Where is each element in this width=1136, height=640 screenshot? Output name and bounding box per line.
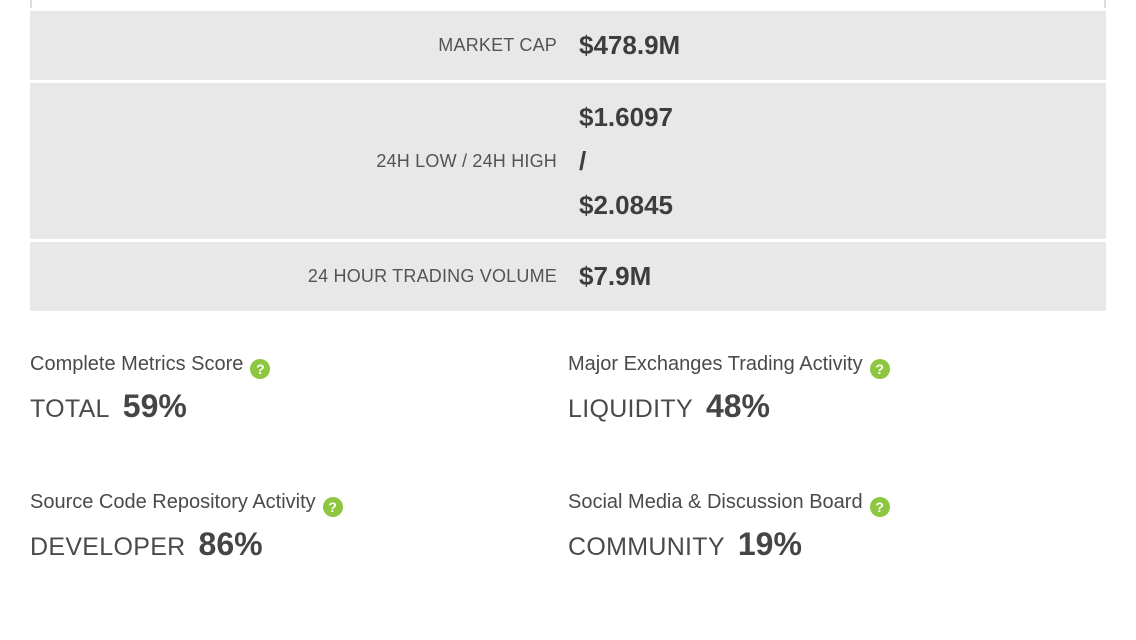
- metric-liquidity-value: 48%: [705, 388, 770, 424]
- metric-developer-label: DEVELOPER: [30, 533, 186, 561]
- metric-developer-title-text: Source Code Repository Activity: [30, 491, 316, 513]
- metric-community-title-text: Social Media & Discussion Board: [568, 491, 863, 513]
- metric-total-value: 59%: [122, 388, 187, 424]
- metric-liquidity-line: LIQUIDITY 48%: [568, 388, 1106, 425]
- metric-liquidity: Major Exchanges Trading Activity? LIQUID…: [568, 351, 1106, 425]
- low-value: $1.6097: [579, 102, 673, 132]
- metric-community-title: Social Media & Discussion Board?: [568, 489, 1106, 517]
- metric-liquidity-label: LIQUIDITY: [568, 395, 693, 423]
- metric-total-label: TOTAL: [30, 395, 110, 423]
- table-top-edge: [30, 0, 1106, 8]
- help-icon[interactable]: ?: [869, 497, 890, 517]
- help-icon[interactable]: ?: [322, 497, 343, 517]
- metric-developer-value: 86%: [198, 526, 263, 562]
- table-row-market-cap: MARKET CAP $478.9M: [30, 11, 1106, 80]
- metrics-grid: Complete Metrics Score? TOTAL 59% Major E…: [30, 351, 1106, 563]
- metric-liquidity-title-text: Major Exchanges Trading Activity: [568, 353, 863, 375]
- coin-stats-page: MARKET CAP $478.9M 24H LOW / 24H HIGH $1…: [30, 0, 1106, 563]
- trading-volume-label: 24 HOUR TRADING VOLUME: [307, 266, 557, 286]
- low-high-separator: /: [579, 146, 587, 176]
- metric-total-title: Complete Metrics Score?: [30, 351, 568, 379]
- market-cap-label: MARKET CAP: [438, 35, 557, 55]
- metric-community: Social Media & Discussion Board? COMMUNI…: [568, 489, 1106, 563]
- low-high-value: $1.6097 / $2.0845: [568, 95, 1106, 227]
- metric-total-title-text: Complete Metrics Score: [30, 353, 244, 375]
- metric-total: Complete Metrics Score? TOTAL 59%: [30, 351, 568, 425]
- stats-table: MARKET CAP $478.9M 24H LOW / 24H HIGH $1…: [30, 0, 1106, 311]
- low-high-label: 24H LOW / 24H HIGH: [376, 150, 557, 171]
- help-icon[interactable]: ?: [250, 359, 271, 379]
- metric-liquidity-title: Major Exchanges Trading Activity?: [568, 351, 1106, 379]
- table-row-trading-volume: 24 HOUR TRADING VOLUME $7.9M: [30, 242, 1106, 311]
- trading-volume-value: $7.9M: [579, 261, 652, 291]
- high-value: $2.0845: [579, 190, 673, 220]
- metric-total-line: TOTAL 59%: [30, 388, 568, 425]
- metric-community-value: 19%: [737, 526, 802, 562]
- metric-developer-title: Source Code Repository Activity?: [30, 489, 568, 517]
- market-cap-value: $478.9M: [579, 30, 681, 60]
- table-row-24h-low-high: 24H LOW / 24H HIGH $1.6097 / $2.0845: [30, 83, 1106, 239]
- help-icon[interactable]: ?: [869, 359, 890, 379]
- metric-community-line: COMMUNITY 19%: [568, 526, 1106, 563]
- metric-developer-line: DEVELOPER 86%: [30, 526, 568, 563]
- metric-community-label: COMMUNITY: [568, 533, 725, 561]
- metric-developer: Source Code Repository Activity? DEVELOP…: [30, 489, 568, 563]
